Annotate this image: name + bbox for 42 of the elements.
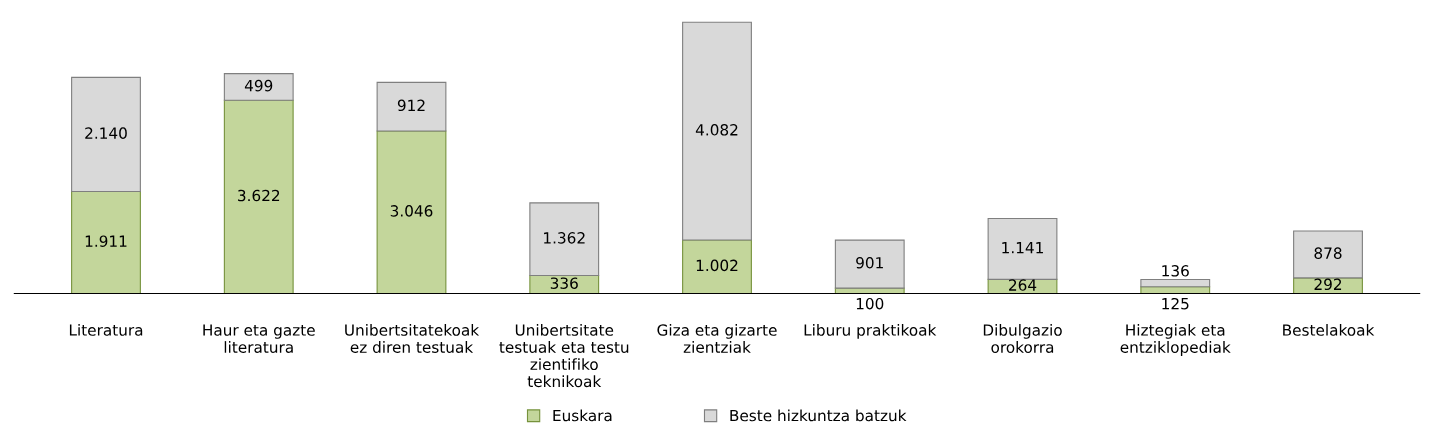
bar <box>223 99 294 294</box>
data-label: 136 <box>1162 265 1189 277</box>
data-label: 264 <box>1009 279 1037 291</box>
bar <box>71 76 141 193</box>
data-label: 125 <box>1162 297 1189 310</box>
legend-label: Beste hizkuntza batzuk <box>730 409 907 422</box>
legend-label: Euskara <box>553 409 612 422</box>
data-label: 1.911 <box>85 235 127 247</box>
bar <box>71 190 141 294</box>
data-label: 878 <box>1314 247 1342 259</box>
bar <box>223 73 294 101</box>
x-tick-label: Haur eta gazte literatura <box>203 324 315 353</box>
data-label: 2.140 <box>85 127 127 139</box>
x-tick-label: Liburu praktikoak <box>804 324 937 339</box>
data-label: 100 <box>856 297 884 310</box>
bar <box>834 239 905 289</box>
data-label: 1.002 <box>696 259 738 272</box>
x-tick-label: Hiztegiak eta entziklopediak <box>1120 324 1231 356</box>
bar <box>682 21 752 241</box>
bar <box>1140 278 1211 288</box>
data-label: 292 <box>1314 278 1342 291</box>
bar <box>376 130 447 294</box>
bar <box>376 81 447 132</box>
x-tick-label: Giza eta gizarte zientziak <box>657 324 777 353</box>
data-label: 1.362 <box>544 232 585 244</box>
data-label: 901 <box>856 256 883 269</box>
x-tick-label: Literatura <box>69 324 143 336</box>
data-label: 3.622 <box>238 189 280 202</box>
data-label: 4.082 <box>695 124 738 136</box>
data-label: 3.046 <box>390 205 433 217</box>
data-label: 499 <box>244 79 273 92</box>
bar <box>987 217 1058 280</box>
bar <box>682 239 752 294</box>
x-tick-label: Bestelakoak <box>1283 324 1375 336</box>
x-tick-label: Unibertsitate testuak eta testu zientifiko teknikoak <box>499 324 629 388</box>
bar <box>529 202 600 277</box>
x-tick-label: Unibertsitatekoak ez diren testuak <box>345 324 480 353</box>
data-label: 912 <box>397 99 425 112</box>
x-tick-label: Dibulgazio orokorra <box>983 324 1062 353</box>
data-label: 1.141 <box>1002 242 1043 254</box>
bar <box>1293 230 1363 279</box>
data-label: 336 <box>550 277 578 289</box>
